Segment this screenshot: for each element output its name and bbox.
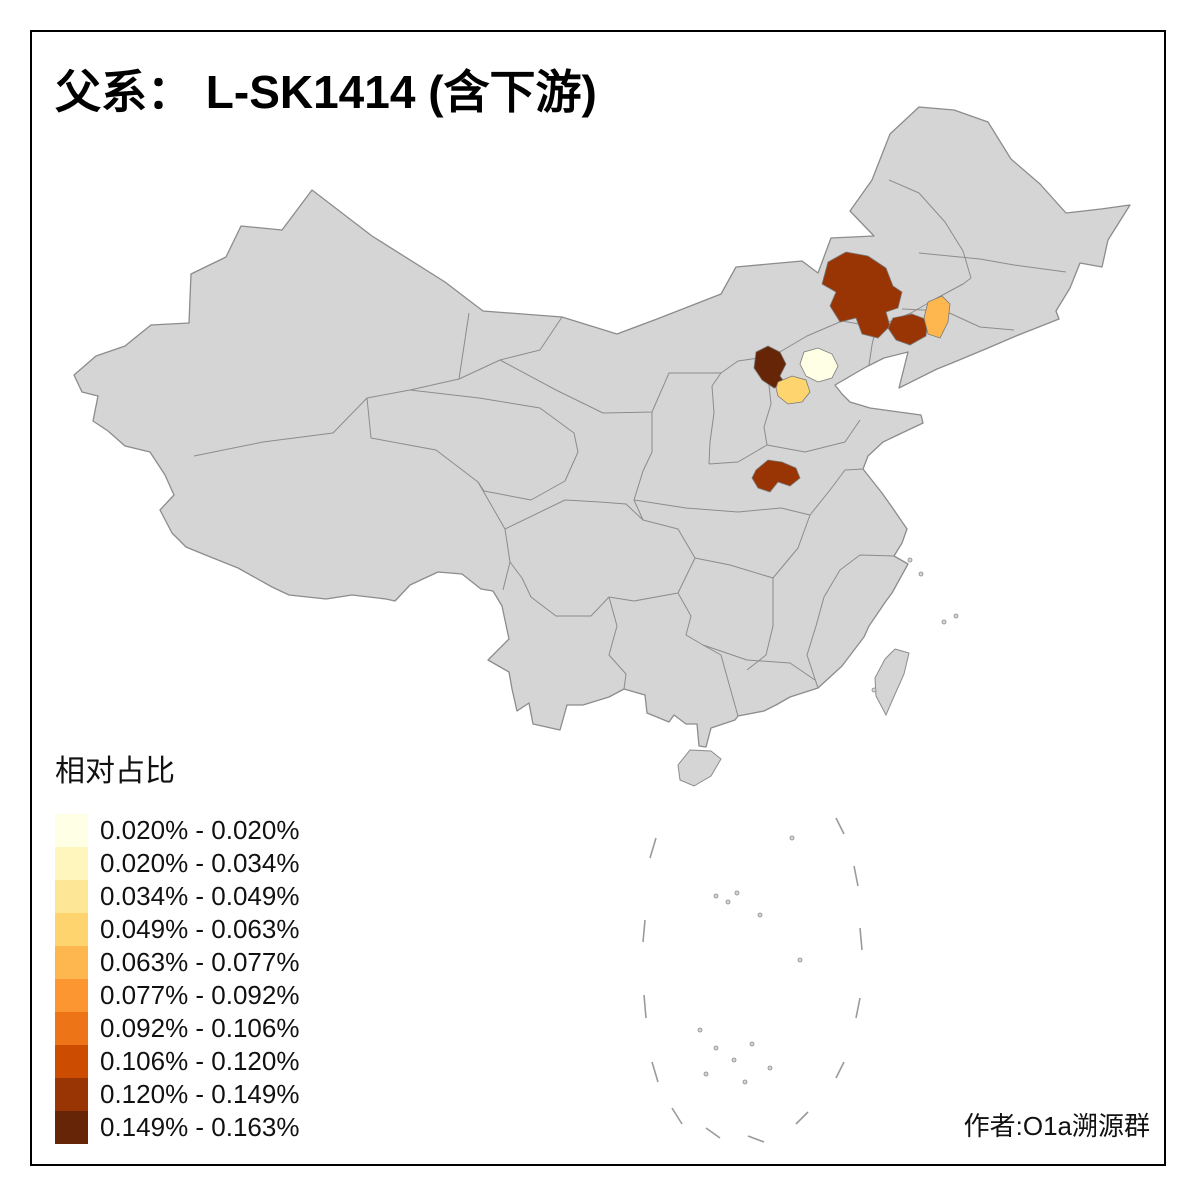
sea-boundary-dash [855,997,861,1019]
region-7 [751,459,801,493]
legend-swatch [55,1012,88,1045]
sea-boundary-dash [859,927,863,951]
legend-bin-label: 0.106% - 0.120% [100,1046,300,1076]
legend-bin-label: 0.120% - 0.149% [100,1079,300,1109]
province-border [806,596,825,689]
legend-row: 0.077% - 0.092% [55,979,299,1012]
small-island [907,557,913,563]
region-6 [775,375,811,405]
province-border [766,419,861,453]
small-island [797,957,803,963]
legend-row: 0.120% - 0.149% [55,1078,299,1111]
legend-swatch [55,1111,88,1144]
legend-row: 0.092% - 0.106% [55,1012,299,1045]
region-5 [799,347,839,383]
sea-boundary-dash [671,1107,683,1125]
province-border [608,596,627,690]
legend-row: 0.049% - 0.063% [55,913,299,946]
small-island [697,1027,703,1033]
legend-bin-label: 0.049% - 0.063% [100,914,300,944]
legend-bin-label: 0.034% - 0.049% [100,881,300,911]
legend-swatch [55,814,88,847]
legend-swatch [55,979,88,1012]
small-island [953,613,959,619]
province-border [409,389,579,501]
sea-boundary-dash [795,1111,809,1125]
legend-row: 0.063% - 0.077% [55,946,299,979]
legend-row: 0.020% - 0.034% [55,847,299,880]
small-island [757,912,763,918]
small-island [871,687,877,693]
sea-boundary-dash [835,1061,845,1079]
province-border [708,444,768,465]
legend-swatch [55,946,88,979]
province-border [823,554,895,598]
plot-border [30,30,1166,1166]
legend-swatch [55,880,88,913]
author-credit: 作者:O1a溯源群 [963,1111,1150,1141]
province-border [888,179,972,279]
legend-row: 0.034% - 0.049% [55,880,299,913]
province-border [702,644,816,681]
legend: 相对占比 0.020% - 0.020% 0.020% - 0.034% 0.034… [55,746,299,1144]
small-island [713,1045,719,1051]
province-border [633,412,653,521]
sea-boundary-dash [705,1127,721,1139]
province-border [901,308,1015,331]
legend-row: 0.106% - 0.120% [55,1045,299,1078]
hainan-island [677,749,722,787]
legend-bin-label: 0.020% - 0.020% [100,815,300,845]
legend-bin-label: 0.092% - 0.106% [100,1013,300,1043]
sea-boundary-dash [643,994,647,1019]
legend-swatch [55,1045,88,1078]
sea-boundary-dash [642,919,646,943]
small-island [789,835,795,841]
province-border [711,372,722,387]
legend-bin-label: 0.020% - 0.034% [100,848,300,878]
legend-rows: 0.020% - 0.020% 0.020% - 0.034% 0.034% - 0… [55,814,299,1144]
small-island [725,899,731,905]
region-2 [887,313,929,346]
small-island [703,1071,709,1077]
small-island [713,893,719,899]
province-border [458,316,563,380]
small-island [742,1079,748,1085]
mainland-china [73,106,1131,748]
region-3 [923,295,951,339]
province-border [772,514,811,579]
province-border [694,557,774,579]
sea-boundary-dash [649,837,657,859]
province-border [633,499,811,516]
sea-boundary-dash [835,817,845,835]
province-border [809,468,864,516]
plot-title: 父系： L-SK1414 (含下游) [55,66,597,118]
small-island [749,1041,755,1047]
legend-bin-label: 0.149% - 0.163% [100,1112,300,1142]
legend-swatch [55,847,88,880]
sea-boundary-dash [853,865,859,887]
small-island [767,1065,773,1071]
small-island [731,1057,737,1063]
province-border [918,252,1067,273]
sea-boundary-dash [747,1135,765,1143]
legend-swatch [55,913,88,946]
legend-row: 0.149% - 0.163% [55,1111,299,1144]
taiwan-island [874,648,910,717]
sea-boundary-dash [651,1061,659,1083]
province-border [746,578,774,671]
legend-bin-label: 0.077% - 0.092% [100,980,300,1010]
legend-bin-label: 0.063% - 0.077% [100,947,300,977]
legend-row: 0.020% - 0.020% [55,814,299,847]
legend-title: 相对占比 [55,755,175,788]
province-border [708,385,715,465]
small-island [941,619,947,625]
legend-swatch [55,1078,88,1111]
small-island [734,890,740,896]
small-island [918,571,924,577]
